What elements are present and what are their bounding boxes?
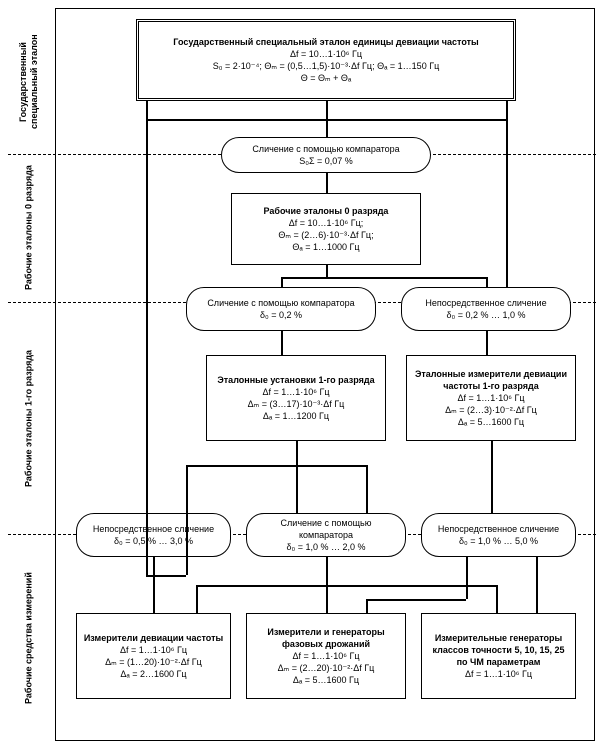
line bbox=[536, 557, 538, 613]
node-inst-1: Эталонные установки 1-го разряда Δf = 1…… bbox=[206, 355, 386, 441]
line bbox=[326, 265, 328, 277]
node-bottom-2: Измерители и генераторы фазовых дрожаний… bbox=[246, 613, 406, 699]
line bbox=[326, 173, 328, 193]
line bbox=[196, 585, 198, 613]
line bbox=[146, 119, 506, 121]
line bbox=[496, 585, 498, 613]
line bbox=[366, 599, 368, 613]
line bbox=[186, 465, 188, 575]
line bbox=[186, 465, 366, 467]
line bbox=[196, 585, 496, 587]
line bbox=[506, 119, 508, 287]
node-bottom-3: Измерительные генераторы классов точност… bbox=[421, 613, 576, 699]
row-label-3: Рабочие эталоны 1-го разряда bbox=[8, 312, 50, 524]
line bbox=[146, 575, 186, 577]
line bbox=[366, 465, 368, 513]
line bbox=[281, 277, 486, 279]
node-bottom-1: Измерители девиации частоты Δf = 1…1·10⁶… bbox=[76, 613, 231, 699]
row-label-4: Рабочие средства измерений bbox=[8, 544, 50, 732]
line bbox=[366, 599, 466, 601]
line bbox=[146, 119, 148, 575]
line bbox=[146, 101, 148, 119]
node-direct-3: Непосредственное сличение δ₀ = 1,0 % … 5… bbox=[421, 513, 576, 557]
node-comp-2: Сличение с помощью компаратора δ₀ = 0,2 … bbox=[186, 287, 376, 331]
node-comp-3: Сличение с помощью компаратора δ₀ = 1,0 … bbox=[246, 513, 406, 557]
node-direct-2: Непосредственное сличение δ₀ = 0,5 % … 3… bbox=[76, 513, 231, 557]
line bbox=[506, 101, 508, 119]
node-direct-1: Непосредственное сличение δ₀ = 0,2 % … 1… bbox=[401, 287, 571, 331]
row-label-2: Рабочие эталоны 0 разряда bbox=[8, 162, 50, 294]
line bbox=[466, 557, 468, 599]
node-comp-1: Сличение с помощью компаратора S₀Σ = 0,0… bbox=[221, 137, 431, 173]
line bbox=[153, 557, 155, 613]
line bbox=[491, 441, 493, 513]
node-state-etalon: Государственный специальный эталон едини… bbox=[136, 19, 516, 101]
line bbox=[281, 277, 283, 287]
node-working-0: Рабочие эталоны 0 разряда Δf = 10…1·10⁶ … bbox=[231, 193, 421, 265]
diagram-frame: Государственный специальный эталон едини… bbox=[55, 8, 595, 741]
line bbox=[486, 277, 488, 287]
line bbox=[281, 331, 283, 355]
node-meas-1: Эталонные измерители девиации частоты 1-… bbox=[406, 355, 576, 441]
row-label-1: Государственный специальный эталон bbox=[8, 18, 50, 146]
line bbox=[486, 331, 488, 355]
line bbox=[296, 441, 298, 513]
